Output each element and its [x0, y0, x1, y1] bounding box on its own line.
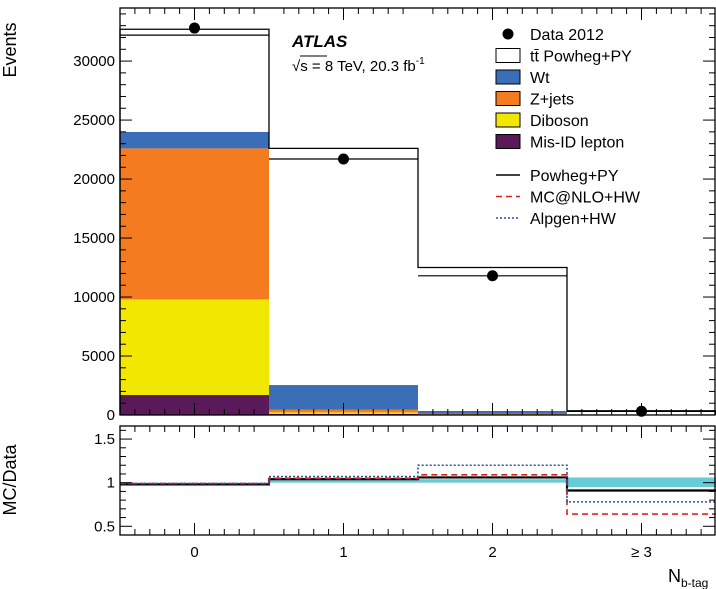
main-ytick-label-5: 25000 — [73, 112, 115, 129]
data-point-1 — [338, 153, 349, 165]
bar-tt-powheg-py-2 — [418, 268, 567, 411]
legend-label-data-2012: Data 2012 — [530, 27, 604, 44]
legend: Data 2012 tt̄ Powheg+PY Wt Z+jets Diboson Mis… — [495, 27, 641, 228]
legend-label-alpgen-hw: Alpgen+HW — [530, 211, 617, 228]
x-axis-title: Nb-tag — [668, 566, 708, 589]
legend-box-z-jets — [495, 91, 521, 106]
ratio-y-axis-title: MC/Data — [0, 444, 20, 516]
legend-label-z-jets: Z+jets — [530, 92, 574, 109]
main-ytick-label-6: 30000 — [73, 53, 115, 70]
main-ytick-label-2: 10000 — [73, 289, 115, 306]
ratio-band-3 — [567, 477, 716, 488]
energy-label: √s = 8 TeV, 20.3 fb-1 — [292, 56, 425, 75]
data-point-0 — [189, 22, 200, 34]
data-point-2 — [487, 270, 498, 282]
legend-marker-data-2012 — [502, 28, 514, 40]
ratio-ytick-label-1: 1 — [107, 475, 115, 492]
legend-label-powheg-py: Powheg+PY — [530, 168, 619, 185]
legend-box-mis-id-lepton — [495, 134, 521, 149]
main-ytick-label-4: 20000 — [73, 171, 115, 188]
legend-box-diboson — [495, 112, 521, 128]
y-axis-title: Events — [0, 22, 20, 77]
legend-label-wt: Wt — [530, 70, 550, 87]
x-category-label-2: 2 — [488, 544, 496, 561]
legend-box-wt — [495, 69, 521, 85]
ratio-frame — [119, 425, 716, 536]
ratio-ytick-label-0: 0.5 — [94, 518, 115, 535]
x-category-label-3: ≥ 3 — [631, 544, 652, 561]
bar-diboson-0 — [120, 299, 269, 395]
ratio-band-2 — [418, 479, 567, 483]
bar-wt-0 — [120, 131, 269, 149]
ratio-ytick-label-2: 1.5 — [94, 431, 115, 448]
main-ytick-label-1: 5000 — [82, 348, 115, 365]
bar-z-jets-0 — [120, 148, 269, 300]
ratio-band-1 — [269, 479, 418, 483]
ratio-panel: 0.5 1 1.5 0 1 2 ≥ 3 — [94, 425, 716, 561]
bar-tt-powheg-py-1 — [269, 147, 418, 386]
legend-label-mis-id-lepton: Mis-ID lepton — [530, 135, 624, 152]
main-panel: 0 5000 10000 15000 20000 25000 30000 — [73, 7, 716, 424]
main-ytick-label-3: 15000 — [73, 230, 115, 247]
bar-tt-powheg-py-0 — [120, 33, 269, 132]
main-ytick-label-0: 0 — [107, 407, 115, 424]
x-category-label-1: 1 — [339, 544, 347, 561]
legend-label-mc-nlo-hw: MC@NLO+HW — [530, 190, 641, 207]
main-frame — [119, 7, 716, 416]
legend-box-tt-powheg-py — [495, 48, 521, 63]
legend-label-diboson: Diboson — [530, 113, 589, 130]
experiment-label: ATLAS — [291, 32, 348, 51]
x-category-label-0: 0 — [190, 544, 198, 561]
legend-label-tt-powheg-py: tt̄ Powheg+PY — [530, 49, 632, 66]
